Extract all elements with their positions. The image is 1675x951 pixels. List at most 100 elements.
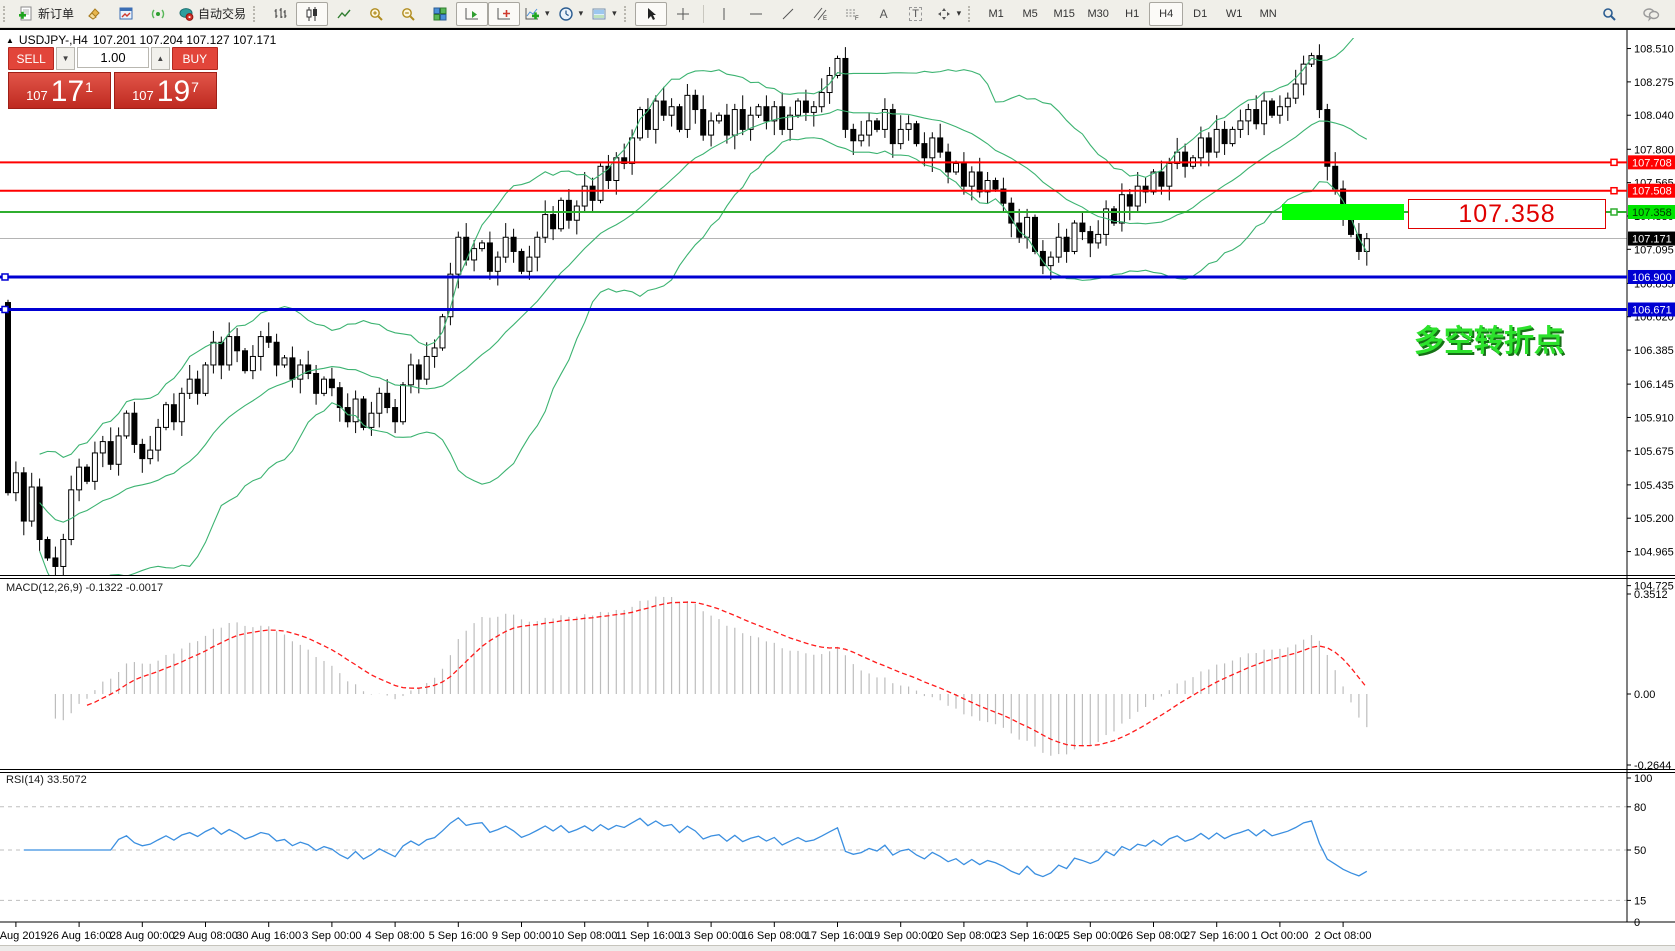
bar-chart-button[interactable] [264,2,296,26]
period-m1-button[interactable]: M1 [988,7,1004,20]
period-w1-button[interactable]: W1 [1225,7,1243,20]
timeframes-button[interactable]: ▾ [554,2,588,26]
toolbar-grip [968,5,974,22]
svg-text:108.510: 108.510 [1634,44,1674,56]
period-mn-button[interactable]: MN [1259,7,1277,20]
svg-text:105.675: 105.675 [1634,446,1674,458]
svg-text:17 Sep 16:00: 17 Sep 16:00 [805,930,870,942]
signal-icon [151,9,165,18]
svg-text:106.145: 106.145 [1634,379,1674,391]
template-icon [592,8,606,19]
svg-text:105.910: 105.910 [1634,412,1674,424]
hline-107.708[interactable] [0,158,1627,167]
volume-decrease-button[interactable]: ▼ [56,47,75,70]
chart-shift-button[interactable] [488,1,521,26]
hline-106.900[interactable] [0,273,1627,281]
tile-windows-button[interactable] [424,2,456,26]
turning-point-annotation[interactable]: 多空转折点 [1414,325,1564,358]
vertical-line-tool-button[interactable] [708,2,740,26]
channel-tool-button[interactable]: E [804,2,836,26]
period-d1-button[interactable]: D1 [1193,7,1208,20]
market-watch-button[interactable] [110,2,142,26]
svg-text:107.708: 107.708 [1632,157,1672,169]
signals-button[interactable] [142,2,174,26]
horizontal-line-tool-button[interactable] [740,2,772,26]
svg-text:11 Sep 16:00: 11 Sep 16:00 [616,930,681,942]
sell-button[interactable]: SELL [8,47,55,70]
buy-button[interactable]: BUY [171,47,218,70]
svg-text:108.275: 108.275 [1634,77,1674,89]
svg-text:19 Sep 00:00: 19 Sep 00:00 [868,930,933,942]
cursor-icon [647,7,656,20]
highlight-rectangle[interactable] [1282,204,1404,220]
dropdown-arrow-icon: ▾ [578,8,584,18]
equidistant-channel-icon: E [813,7,827,22]
one-click-trading-panel: SELL ▼ ▲ BUY 107 17 1 107 19 7 [8,47,218,109]
rsi-layer [23,816,1368,878]
fibonacci-tool-button[interactable]: F [836,2,868,26]
cursor-tool-button[interactable] [634,1,667,26]
symbol-name: USDJPY-,H4 [18,33,88,47]
auto-trading-button[interactable]: 自动交易 [174,2,250,26]
hline-107.358[interactable] [0,204,1627,220]
line-chart-button[interactable] [328,2,360,26]
zoom-out-button[interactable] [392,2,424,26]
period-h1-button[interactable]: H1 [1125,7,1140,20]
indicators-button[interactable]: ▾ [520,2,554,26]
svg-text:25 Sep 00:00: 25 Sep 00:00 [1058,930,1123,942]
period-h4-button[interactable]: H4 [1149,1,1184,26]
zoom-in-button[interactable] [360,2,392,26]
period-m30-button[interactable]: M30 [1087,7,1109,20]
volume-input[interactable] [77,47,149,68]
period-m5-button[interactable]: M5 [1022,7,1038,20]
buy-price-pips: 19 [156,75,191,108]
auto-trading-icon [179,7,194,21]
volume-increase-button[interactable]: ▲ [151,47,170,70]
svg-text:107.171: 107.171 [1632,234,1672,246]
svg-text:2 Oct 08:00: 2 Oct 08:00 [1315,930,1372,942]
fibo-glyph: F [855,16,859,22]
price-axis[interactable]: 108.510108.275108.040107.800107.565107.3… [1627,44,1675,929]
new-order-icon [19,6,32,20]
svg-text:5 Sep 16:00: 5 Sep 16:00 [429,930,488,942]
chart-canvas[interactable]: 108.510108.275108.040107.800107.565107.3… [0,30,1675,951]
svg-text:26 Aug 16:00: 26 Aug 16:00 [47,930,112,942]
candlestick-chart-button[interactable] [296,1,329,26]
svg-text:23 Aug 2019: 23 Aug 2019 [0,930,47,942]
symbol-ohlc: 107.201 107.204 107.127 107.171 [92,33,277,47]
auto-trading-label: 自动交易 [198,7,247,21]
text-tool-button[interactable]: A [868,2,900,26]
chart-shift-icon [497,7,511,19]
trendline-tool-button[interactable] [772,2,804,26]
bar-chart-icon [274,7,287,18]
sell-price-button[interactable]: 107 17 1 [8,72,111,109]
dropdown-arrow-icon: ▾ [612,8,617,18]
hline-106.671[interactable] [0,305,1627,314]
sell-price-point: 1 [85,79,93,95]
collapse-arrow-icon[interactable]: ▲ [6,35,14,45]
hline-107.508[interactable] [0,186,1627,195]
rsi-pane-label: RSI(14) 33.5072 [6,774,87,786]
search-icon [1603,7,1616,21]
buy-price-point: 7 [191,79,199,95]
price-callout-box[interactable]: 107.358 [1408,199,1606,229]
dropdown-arrow-icon: ▾ [956,8,962,18]
buy-price-button[interactable]: 107 19 7 [114,72,217,109]
templates-button[interactable]: ▾ [587,2,621,26]
search-button[interactable] [1593,2,1625,26]
new-order-button[interactable]: 新订单 [14,2,78,26]
macd-layer [54,596,1368,756]
crosshair-tool-button[interactable] [667,2,699,26]
auto-scroll-icon [465,7,479,19]
svg-text:106.900: 106.900 [1632,272,1672,284]
arrows-tool-button[interactable]: ▾ [932,2,966,26]
auto-scroll-button[interactable] [456,1,489,26]
tile-windows-icon [433,7,447,20]
label-tool-button[interactable]: T [900,2,932,26]
period-m15-button[interactable]: M15 [1053,7,1075,20]
chat-button[interactable] [1635,2,1667,26]
styler-button[interactable] [78,2,110,26]
chart-window-icon [119,7,133,19]
